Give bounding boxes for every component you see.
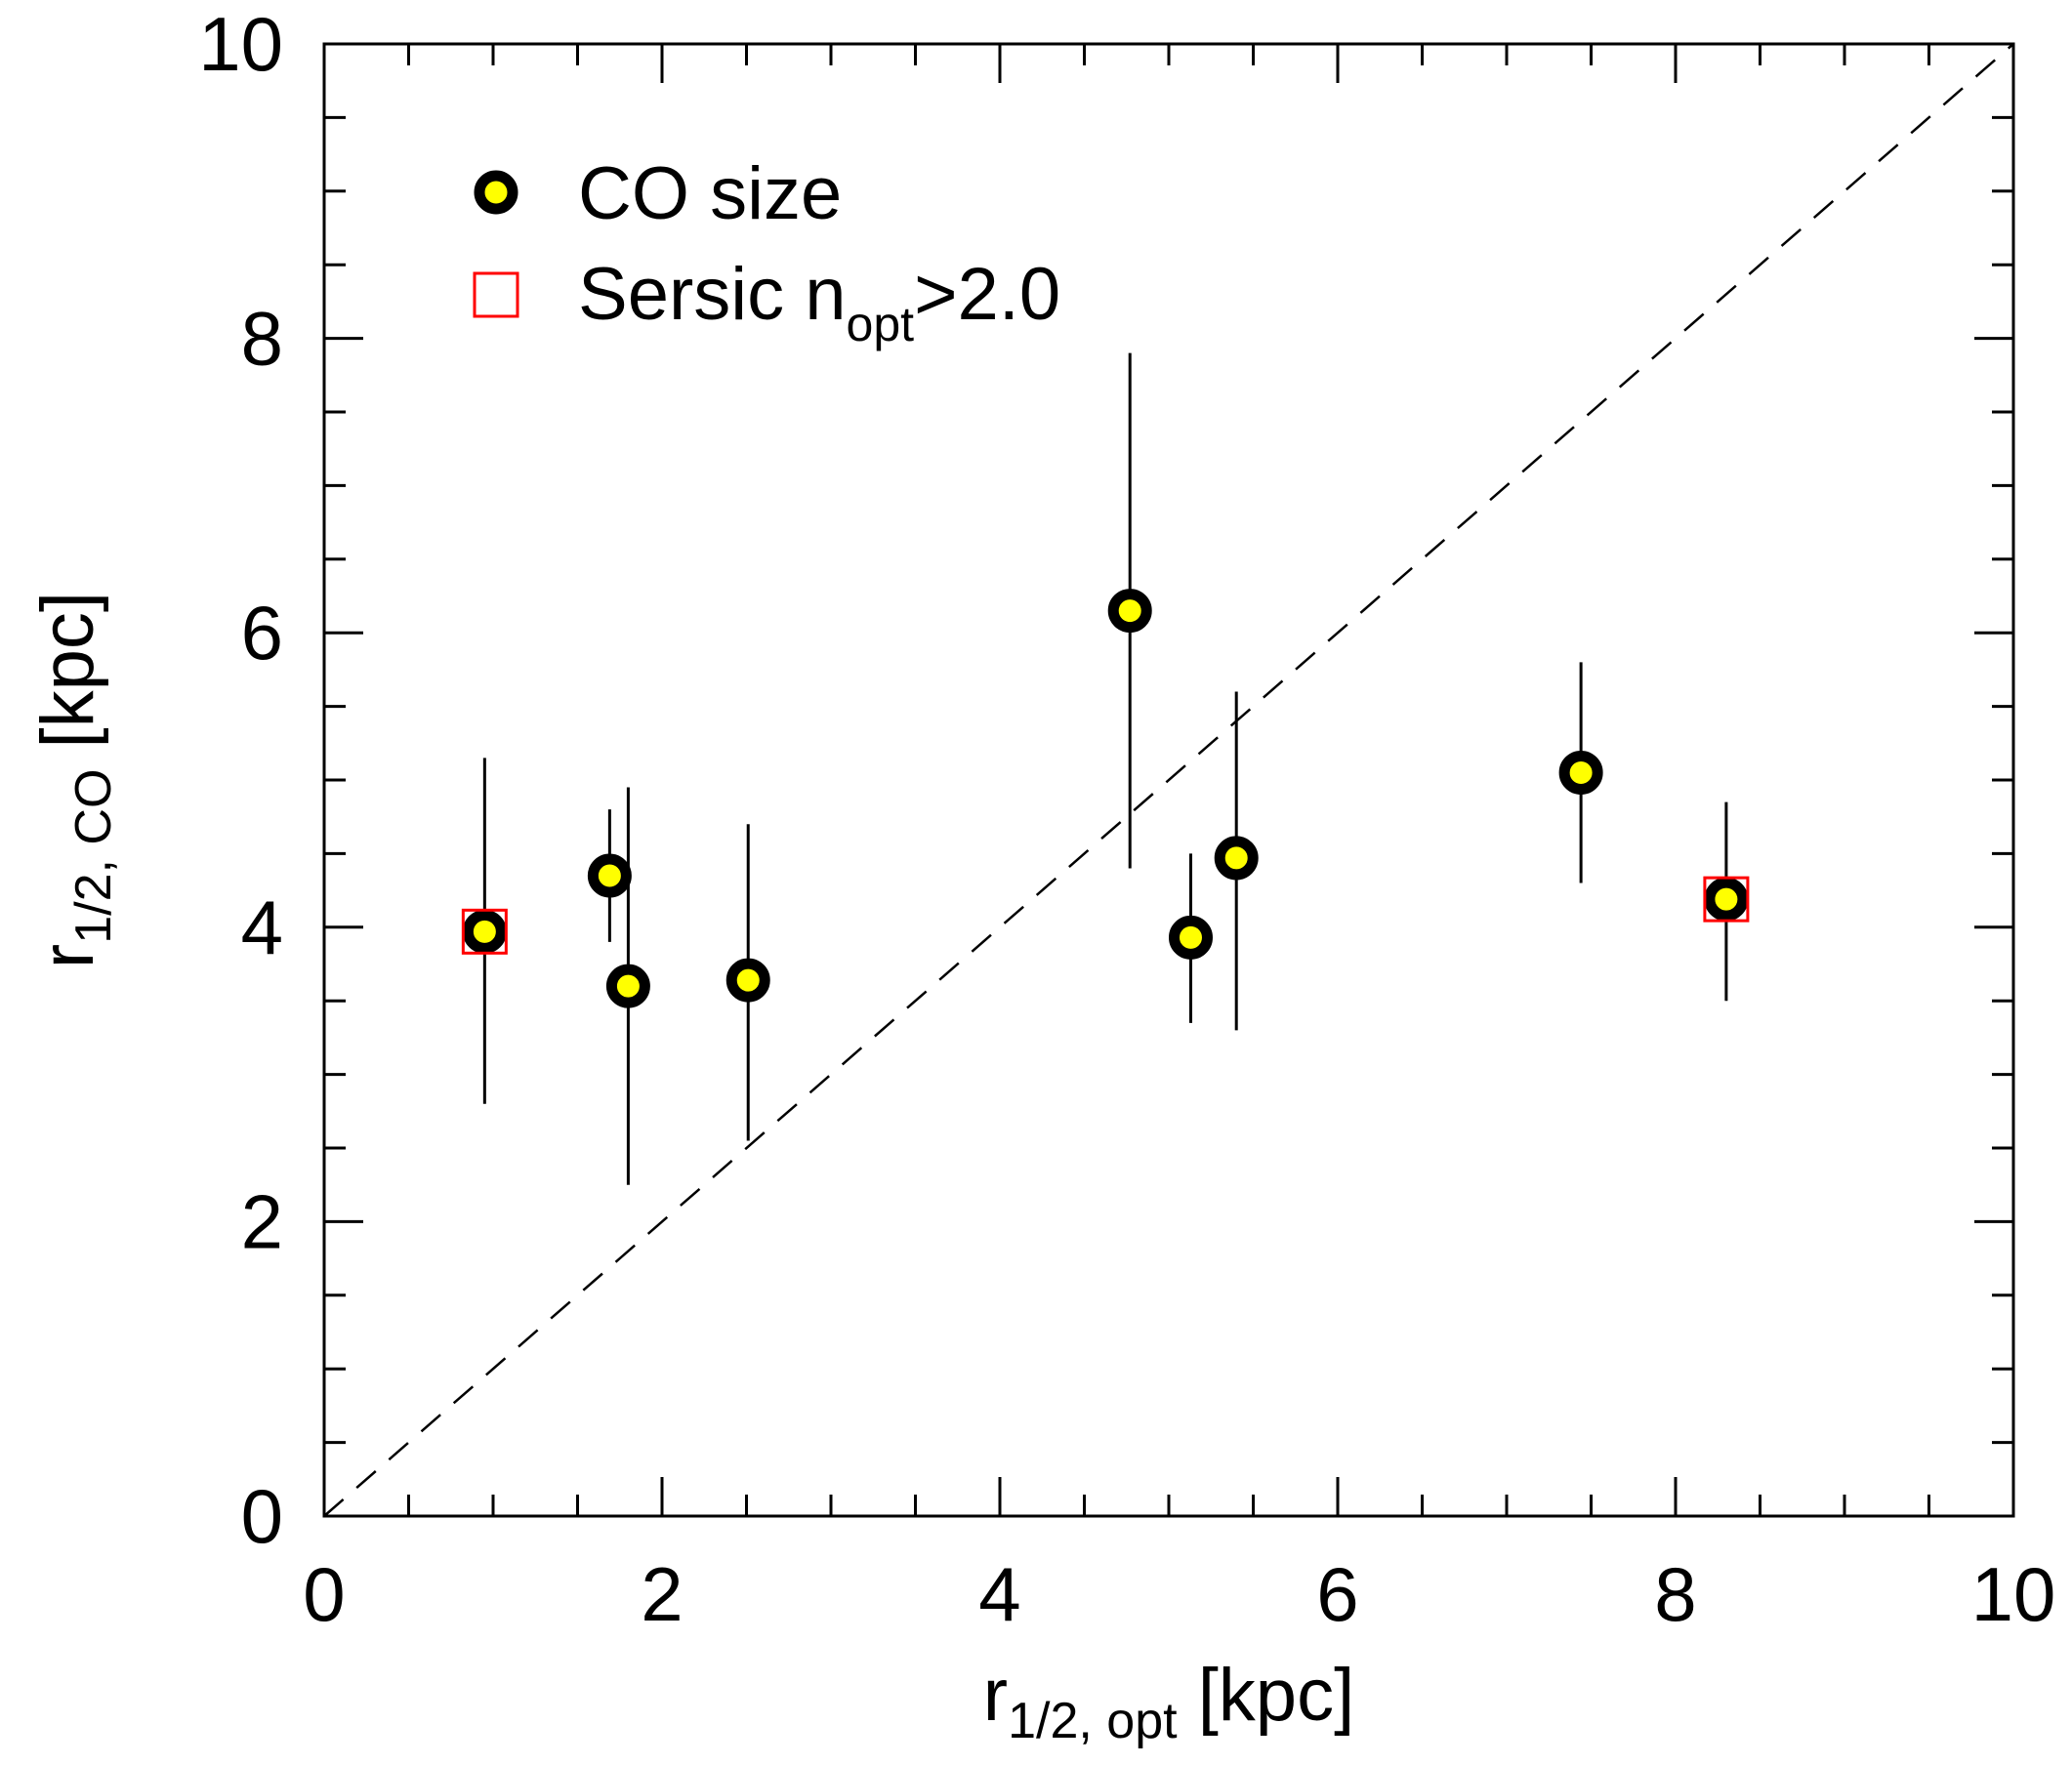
co-size-point	[1558, 750, 1603, 795]
y-tick-label: 0	[241, 1473, 283, 1559]
x-tick-label: 10	[1971, 1551, 2056, 1637]
y-tick-label: 8	[241, 296, 283, 382]
co-size-point	[1107, 589, 1152, 634]
y-axis-title-main: r	[26, 944, 109, 968]
error-bars-group	[482, 352, 1728, 1185]
co-size-point	[725, 958, 770, 1003]
legend-sersic-marker	[473, 271, 519, 318]
co-size-point	[605, 964, 650, 1008]
x-tick-label: 6	[1316, 1551, 1358, 1637]
y-tick-label: 6	[241, 590, 283, 676]
co-size-point	[1214, 836, 1259, 881]
y-tick-label: 4	[241, 884, 283, 970]
legend-co-size-marker	[474, 170, 518, 215]
markers-group	[461, 589, 1750, 1008]
plot-frame	[322, 42, 2015, 1518]
x-axis-title: r1/2, opt [kpc]	[983, 1654, 1354, 1749]
x-axis-title-unit: [kpc]	[1178, 1654, 1355, 1737]
legend-co-size-label: CO size	[578, 152, 842, 235]
x-axis-title-sub: 1/2, opt	[1008, 1693, 1178, 1749]
legend-sersic-label: Sersic nopt>2.0	[578, 253, 1060, 351]
y-tick-label: 2	[241, 1178, 283, 1264]
one-to-one-dashed-line	[323, 43, 2014, 1517]
sersic-marker	[461, 908, 508, 955]
co-size-point	[1168, 915, 1213, 960]
tick-labels: 0 2 4 6 8 10 0 2 4 6 8 10	[198, 1, 2055, 1637]
co-size-point	[462, 909, 507, 954]
x-axis-title-main: r	[983, 1654, 1008, 1737]
y-axis-title: r1/2, CO [kpc]	[26, 592, 122, 968]
y-tick-label: 10	[198, 1, 283, 87]
x-tick-label: 4	[978, 1551, 1020, 1637]
x-tick-label: 0	[303, 1551, 345, 1637]
co-size-point	[587, 853, 632, 898]
x-tick-label: 8	[1654, 1551, 1696, 1637]
y-axis-title-sub: 1/2, CO	[65, 769, 122, 944]
co-size-point	[1704, 877, 1749, 922]
sersic-marker	[1703, 876, 1750, 923]
x-tick-label: 2	[641, 1551, 683, 1637]
y-axis-title-unit: [kpc]	[26, 592, 109, 769]
legend: CO size Sersic nopt>2.0	[473, 152, 1060, 351]
reference-line-group	[323, 43, 2014, 1517]
